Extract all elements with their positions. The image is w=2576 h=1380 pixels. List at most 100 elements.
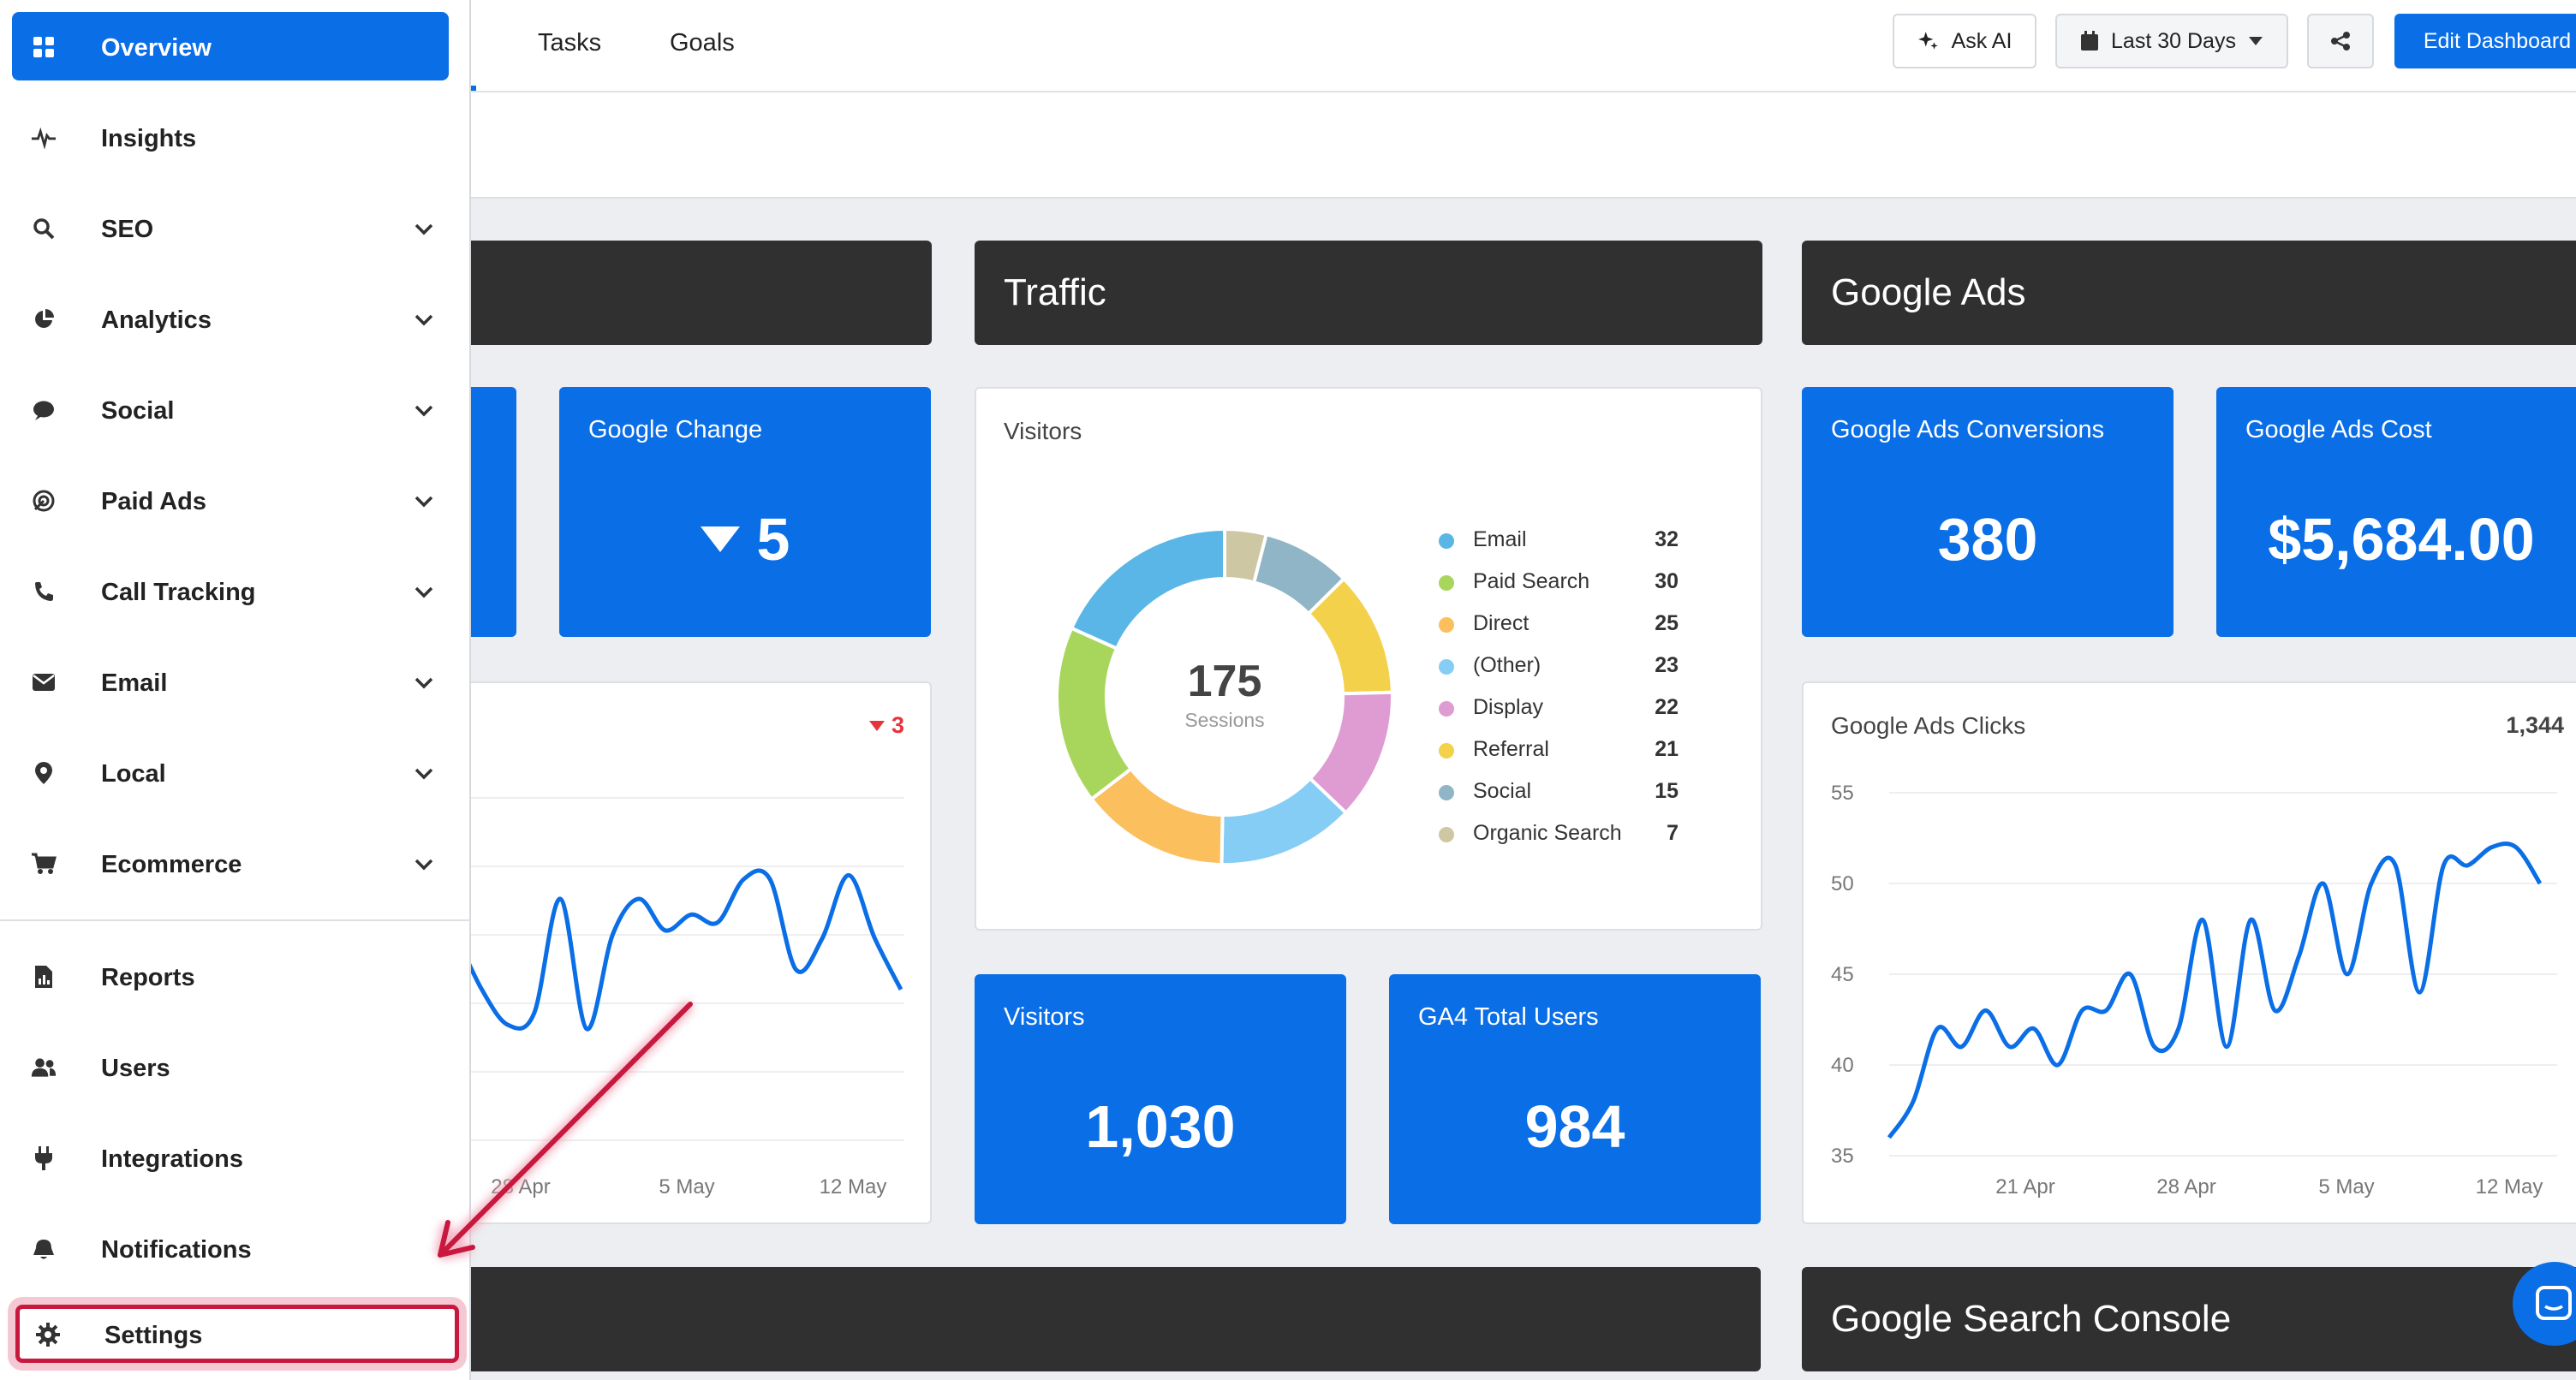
legend-value: 7 xyxy=(1667,821,1679,845)
y-tick-label: 50 xyxy=(1831,872,1854,895)
edit-dashboard-button[interactable]: Edit Dashboard xyxy=(2394,14,2576,68)
visitors-card-title: Visitors xyxy=(1004,418,1082,444)
legend-item[interactable]: Referral 21 xyxy=(1439,735,1679,777)
tab-tasks[interactable]: Tasks xyxy=(538,29,602,57)
legend-label: Organic Search xyxy=(1473,821,1622,845)
sidebar-item-label: Integrations xyxy=(101,1145,243,1173)
sidebar-item-call-tracking[interactable]: Call Tracking xyxy=(12,556,449,625)
users-icon xyxy=(31,1055,57,1080)
sidebar-item-analytics[interactable]: Analytics xyxy=(12,284,449,353)
search-icon xyxy=(31,216,57,241)
legend-color-dot xyxy=(1439,533,1454,549)
legend-color-dot xyxy=(1439,827,1454,842)
date-range-dropdown[interactable]: Last 30 Days xyxy=(2055,14,2288,68)
google-ads-title: Google Ads xyxy=(1831,271,2026,313)
clicks-line-chart: 35 40 45 50 55 21 Apr 28 Apr 5 May 12 May xyxy=(1831,782,2557,1199)
sparkle-icon xyxy=(1917,32,1938,50)
ga4-kpi-title: GA4 Total Users xyxy=(1418,1003,1599,1031)
sidebar-item-overview[interactable]: Overview xyxy=(12,12,449,80)
sidebar-item-email[interactable]: Email xyxy=(12,647,449,716)
sidebar-item-seo[interactable]: SEO xyxy=(12,193,449,262)
sidebar-item-paid-ads[interactable]: Paid Ads xyxy=(12,466,449,534)
chevron-down-icon xyxy=(414,223,433,235)
phone-icon xyxy=(31,579,57,604)
legend-item[interactable]: (Other) 23 xyxy=(1439,651,1679,693)
sidebar-item-reports[interactable]: Reports xyxy=(12,942,449,1010)
share-button[interactable] xyxy=(2307,14,2374,68)
sidebar-item-label: Overview xyxy=(101,34,212,62)
x-tick-label: 5 May xyxy=(2318,1175,2374,1199)
traffic-section-header: Traffic xyxy=(975,241,1762,345)
pulse-icon xyxy=(31,125,57,151)
chevron-down-icon xyxy=(414,314,433,326)
ask-ai-button[interactable]: Ask AI xyxy=(1893,14,2036,68)
top-bar: Tasks Goals Ask AI Last 30 Days Edit Das… xyxy=(471,0,2576,92)
sidebar-item-users[interactable]: Users xyxy=(12,1032,449,1101)
google-change-card: Google Change 5 xyxy=(559,387,931,637)
plug-icon xyxy=(31,1145,57,1171)
legend-color-dot xyxy=(1439,659,1454,675)
chevron-down-icon xyxy=(414,586,433,598)
clicks-series-line xyxy=(1887,842,2543,1139)
legend-value: 30 xyxy=(1655,569,1679,593)
ga4-total-users-card: GA4 Total Users 984 xyxy=(1389,974,1761,1224)
cost-value: $5,684.00 xyxy=(2268,506,2535,573)
sidebar-item-settings[interactable]: Settings xyxy=(15,1305,459,1363)
legend-value: 23 xyxy=(1655,653,1679,677)
legend-label: Email xyxy=(1473,527,1527,551)
google-ads-cost-card: Google Ads Cost $5,684.00 xyxy=(2216,387,2576,637)
sidebar-item-label: Call Tracking xyxy=(101,579,256,606)
legend-value: 21 xyxy=(1655,737,1679,761)
legend-item[interactable]: Direct 25 xyxy=(1439,610,1679,651)
legend-item[interactable]: Organic Search 7 xyxy=(1439,819,1679,861)
sidebar-item-ecommerce[interactable]: Ecommerce xyxy=(12,829,449,897)
y-tick-label: 35 xyxy=(1831,1145,1854,1168)
bottom-left-section-header xyxy=(454,1267,1761,1371)
sidebar-item-insights[interactable]: Insights xyxy=(12,103,449,171)
sidebar-item-notifications[interactable]: Notifications xyxy=(12,1214,449,1282)
chat-bubble-icon xyxy=(31,397,57,423)
google-search-console-section-header: Google Search Console xyxy=(1802,1267,2576,1371)
envelope-icon xyxy=(31,669,57,695)
ga4-kpi-value: 984 xyxy=(1524,1093,1625,1160)
left-section-header xyxy=(454,241,932,345)
trend-down-icon xyxy=(700,526,740,552)
sidebar-item-integrations[interactable]: Integrations xyxy=(12,1123,449,1192)
legend-value: 25 xyxy=(1655,611,1679,635)
clicks-total: 1,344 xyxy=(2506,712,2564,738)
legend-item[interactable]: Display 22 xyxy=(1439,693,1679,735)
sidebar-item-label: Local xyxy=(101,760,166,788)
sidebar-item-local[interactable]: Local xyxy=(12,738,449,806)
chevron-down-icon xyxy=(414,859,433,871)
y-tick-label: 45 xyxy=(1831,963,1854,986)
donut-slice-email[interactable] xyxy=(1069,526,1226,651)
trend-down-icon xyxy=(868,720,885,731)
legend-item[interactable]: Email 32 xyxy=(1439,526,1679,568)
sidebar-item-social[interactable]: Social xyxy=(12,375,449,443)
left-series-line xyxy=(456,868,903,1032)
google-change-title: Google Change xyxy=(588,416,763,443)
sidebar-item-label: Insights xyxy=(101,125,197,152)
active-tab-indicator xyxy=(471,86,476,91)
legend-item[interactable]: Social 15 xyxy=(1439,777,1679,819)
legend-item[interactable]: Paid Search 30 xyxy=(1439,568,1679,610)
sidebar-item-label: Notifications xyxy=(101,1236,252,1264)
share-icon xyxy=(2331,32,2350,51)
chat-launcher-button[interactable] xyxy=(2513,1262,2576,1346)
visitors-kpi-card: Visitors 1,030 xyxy=(975,974,1346,1224)
tab-goals[interactable]: Goals xyxy=(670,29,735,57)
sidebar-item-label: Users xyxy=(101,1055,170,1082)
report-file-icon xyxy=(31,964,57,990)
x-tick-label: 28 Apr xyxy=(491,1175,550,1199)
chevron-down-icon xyxy=(414,677,433,689)
traffic-title: Traffic xyxy=(1004,271,1106,313)
sidebar-item-label: Ecommerce xyxy=(101,851,242,878)
sidebar-item-label: Settings xyxy=(104,1322,203,1349)
legend-color-dot xyxy=(1439,575,1454,591)
cart-icon xyxy=(31,851,57,877)
left-chart-badge: 3 xyxy=(891,712,904,738)
legend-label: Social xyxy=(1473,779,1532,803)
target-icon xyxy=(31,488,57,514)
legend-value: 15 xyxy=(1655,779,1679,803)
legend-label: Referral xyxy=(1473,737,1549,761)
